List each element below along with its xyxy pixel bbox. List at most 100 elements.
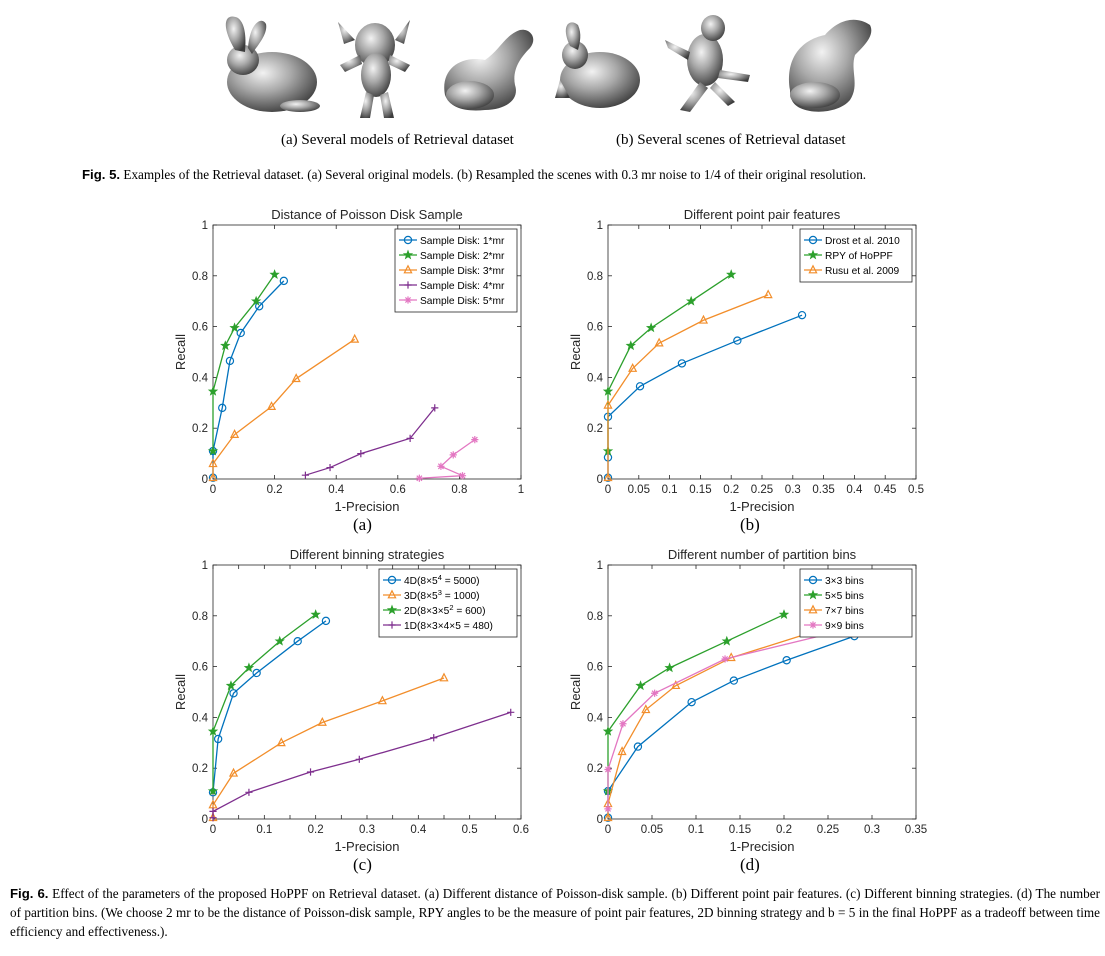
y-tick-label: 0.8 <box>587 271 603 283</box>
series-line <box>607 294 769 478</box>
y-tick-label: 0 <box>202 814 208 826</box>
series-4 <box>415 436 479 482</box>
data-point <box>236 328 245 338</box>
chart-svg: Different point pair features 0 0.05 0.1 0.1… <box>568 207 924 514</box>
legend-marker <box>388 621 396 629</box>
data-point <box>279 276 289 286</box>
fig6-caption-text: Effect of the parameters of the proposed… <box>10 886 1100 939</box>
x-tick-label: 0.5 <box>908 484 924 496</box>
legend-marker <box>402 249 414 260</box>
x-tick-label: 0 <box>210 484 216 496</box>
y-tick-label: 0.4 <box>587 372 604 384</box>
y-axis-label: Recall <box>173 334 188 370</box>
legend: Drost et al. 2010 RPY of HoPPF Rusu et al.… <box>799 228 913 283</box>
x-tick-label: 0.25 <box>751 484 773 496</box>
legend-entry-base: 4D(8×5 <box>404 576 438 587</box>
x-tick-label: 0.5 <box>462 824 478 836</box>
data-point <box>317 716 327 726</box>
data-point <box>619 720 627 728</box>
series-line <box>212 614 317 792</box>
y-tick-label: 0.4 <box>192 372 209 384</box>
x-tick-label: 0.4 <box>410 824 427 836</box>
y-tick-label: 0.6 <box>587 322 603 334</box>
legend-entry: 3D(8×53 = 1000) <box>404 588 480 602</box>
y-tick-label: 1 <box>202 560 208 572</box>
legend-marker <box>808 264 818 274</box>
data-point <box>218 403 227 413</box>
data-point <box>654 337 664 347</box>
series-line <box>212 274 276 452</box>
data-point <box>687 697 696 707</box>
chart-title: Different binning strategies <box>290 547 445 562</box>
legend-entry: Sample Disk: 3*mr <box>420 266 505 277</box>
chart-title: Different number of partition bins <box>668 547 857 562</box>
data-point <box>437 462 445 470</box>
x-tick-label: 0.05 <box>641 824 663 836</box>
data-point <box>310 609 321 619</box>
chart-title: Distance of Poisson Disk Sample <box>271 207 462 222</box>
data-point <box>625 340 636 351</box>
series-line <box>212 677 445 818</box>
chart-svg: Distance of Poisson Disk Sample 0 0.2 0.4 0.… <box>173 207 524 514</box>
data-point <box>507 708 515 716</box>
legend-marker <box>386 604 398 615</box>
series-line <box>607 613 785 792</box>
legend-marker <box>387 589 397 599</box>
y-tick-label: 0.8 <box>192 611 208 623</box>
x-tick-label: 0.25 <box>817 824 839 836</box>
legend-entry-exponent: 2 <box>449 603 453 612</box>
data-point <box>220 340 231 351</box>
fig5-caption: Fig. 5. Examples of the Retrieval datase… <box>82 165 1042 184</box>
bunny-scene-image <box>555 22 640 108</box>
data-point <box>602 385 614 396</box>
legend-entry-exponent: 4 <box>438 573 442 582</box>
y-tick-label: 0.6 <box>192 322 208 334</box>
series-2 <box>603 289 773 482</box>
data-point <box>276 737 286 747</box>
legend: 4D(8×54 = 5000)3D(8×53 = 1000)2D(8×3×52 … <box>378 568 518 638</box>
panel-label-d: (d) <box>740 855 760 874</box>
legend-marker <box>404 281 412 289</box>
series-2 <box>207 609 321 796</box>
data-point <box>406 434 414 442</box>
x-tick-label: 0 <box>605 824 611 836</box>
x-tick-label: 0.8 <box>451 484 467 496</box>
data-point <box>252 668 261 678</box>
x-tick-label: 0.15 <box>689 484 711 496</box>
armadillo-model-image <box>338 20 410 118</box>
panel-label-a: (a) <box>353 515 372 534</box>
chart-svg: Different binning strategies 0 0.1 0.2 0.3 0.… <box>173 547 529 854</box>
legend-entry: 3×3 bins <box>825 576 864 587</box>
armadillo-scene-image <box>665 15 750 112</box>
legend-entry-exponent: 3 <box>438 588 442 597</box>
x-axis-label: 1-Precision <box>334 839 399 854</box>
data-point <box>229 322 240 333</box>
panel-label-b: (b) <box>740 515 760 534</box>
legend-entry-base: 2D(8×3×5 <box>404 606 450 617</box>
legend-entry: 1D(8×3×4×5 = 480) <box>404 621 493 632</box>
dragon-model-image <box>444 29 534 111</box>
data-point <box>449 451 457 459</box>
data-point <box>603 399 613 409</box>
chart-poisson-disk: Distance of Poisson Disk Sample 0 0.2 0.4 0.… <box>165 204 525 524</box>
data-point <box>602 725 614 736</box>
x-axis-label: 1-Precision <box>729 499 794 514</box>
legend-entry: 9×9 bins <box>825 621 864 632</box>
legend-marker <box>403 235 413 245</box>
data-point <box>698 314 709 324</box>
x-tick-label: 0.1 <box>688 824 704 836</box>
data-point <box>439 672 449 682</box>
series-1 <box>207 269 280 456</box>
x-tick-label: 0.35 <box>905 824 927 836</box>
y-tick-label: 0.8 <box>587 611 603 623</box>
series-line <box>212 620 327 793</box>
x-tick-label: 0.1 <box>662 484 678 496</box>
data-point <box>671 680 681 690</box>
chart-partition-bins: Different number of partition bins 0 0.05 0… <box>560 544 927 864</box>
data-point <box>306 768 315 776</box>
data-point <box>326 463 334 472</box>
fig5-caption-text: Examples of the Retrieval dataset. (a) S… <box>120 167 867 182</box>
y-tick-label: 0 <box>597 474 603 486</box>
y-tick-label: 0.8 <box>192 271 208 283</box>
data-point <box>243 662 255 673</box>
